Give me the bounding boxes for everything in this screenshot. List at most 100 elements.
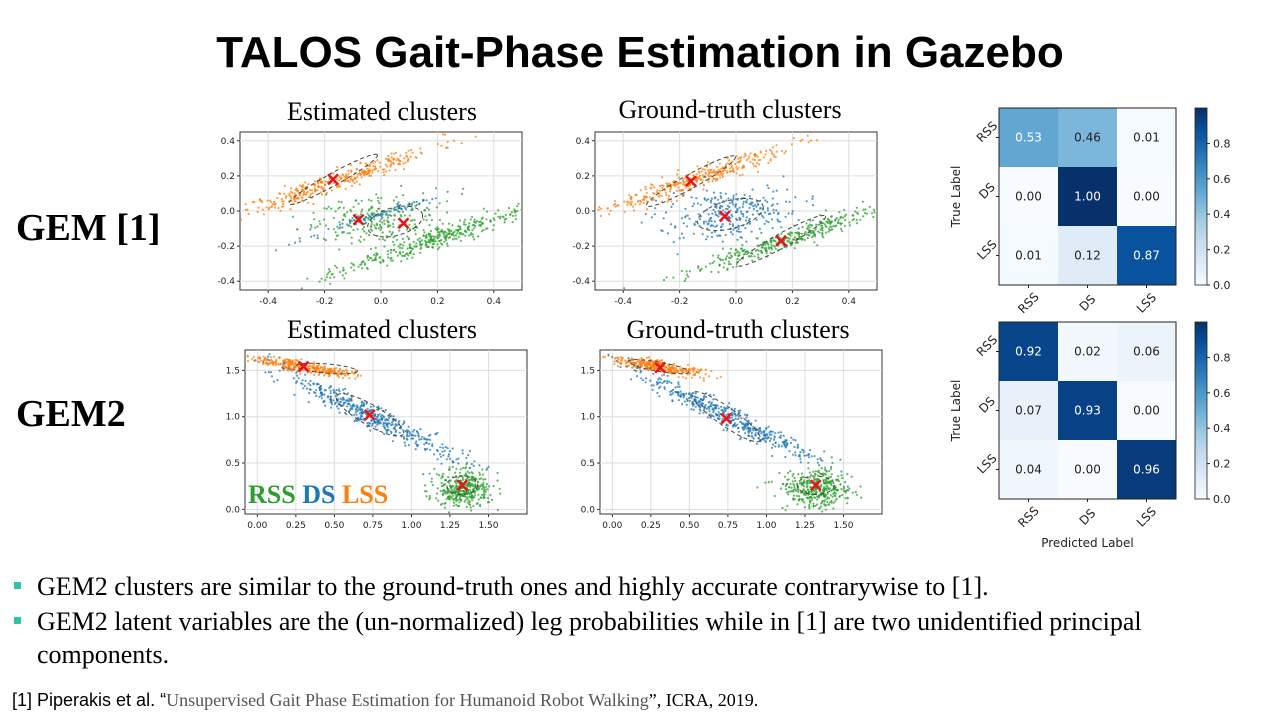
data-point bbox=[742, 215, 745, 218]
data-point bbox=[841, 493, 844, 496]
data-point bbox=[316, 234, 319, 237]
data-point bbox=[412, 434, 415, 437]
heatmap-cell bbox=[1117, 226, 1176, 285]
data-point bbox=[282, 202, 285, 206]
data-point bbox=[334, 401, 337, 404]
data-point bbox=[803, 454, 806, 457]
cell-value: 0.00 bbox=[1133, 190, 1160, 204]
data-point bbox=[835, 497, 838, 501]
data-point bbox=[312, 382, 315, 385]
data-point bbox=[366, 407, 369, 410]
data-point bbox=[702, 411, 705, 414]
data-point bbox=[851, 219, 854, 222]
data-point bbox=[468, 222, 471, 225]
data-point bbox=[764, 153, 767, 156]
data-point bbox=[499, 215, 502, 218]
data-point bbox=[748, 427, 751, 430]
data-point bbox=[694, 372, 697, 375]
bullet-marker bbox=[14, 582, 21, 589]
data-point bbox=[466, 501, 469, 504]
data-point bbox=[626, 200, 629, 203]
data-point bbox=[379, 165, 382, 168]
data-point bbox=[756, 162, 759, 165]
data-point bbox=[819, 458, 822, 461]
data-point bbox=[753, 158, 756, 162]
plot-title-gem2-estimated: Estimated clusters bbox=[287, 315, 477, 344]
data-point bbox=[830, 473, 833, 476]
data-point bbox=[388, 422, 391, 425]
data-point bbox=[455, 467, 458, 470]
data-point bbox=[716, 377, 719, 380]
data-point bbox=[441, 230, 444, 233]
data-point bbox=[297, 377, 300, 380]
heatmap-cell bbox=[999, 108, 1058, 167]
data-point bbox=[690, 396, 693, 400]
data-point bbox=[846, 502, 849, 505]
data-point bbox=[361, 411, 364, 414]
data-point bbox=[301, 383, 304, 386]
data-point bbox=[691, 404, 694, 407]
data-point bbox=[430, 477, 433, 480]
data-point bbox=[806, 237, 809, 240]
data-point bbox=[413, 201, 416, 204]
data-point bbox=[289, 208, 292, 211]
data-point bbox=[644, 377, 647, 380]
data-point bbox=[728, 170, 731, 173]
data-point bbox=[406, 257, 409, 260]
data-point bbox=[725, 163, 728, 166]
data-point bbox=[399, 154, 402, 157]
data-point bbox=[482, 490, 485, 493]
data-point bbox=[666, 200, 669, 203]
data-point bbox=[641, 379, 645, 382]
data-point bbox=[843, 208, 846, 211]
data-point bbox=[822, 236, 825, 239]
data-point bbox=[376, 428, 379, 431]
data-point bbox=[384, 408, 387, 412]
data-point bbox=[688, 399, 692, 402]
data-point bbox=[693, 222, 696, 225]
data-point bbox=[687, 392, 690, 396]
data-point bbox=[765, 220, 768, 223]
data-point bbox=[680, 217, 684, 220]
data-point bbox=[701, 405, 704, 408]
data-point bbox=[307, 201, 310, 204]
data-point bbox=[375, 167, 378, 170]
data-point bbox=[431, 443, 434, 446]
data-point bbox=[811, 195, 814, 198]
data-point bbox=[825, 489, 828, 492]
data-point bbox=[850, 475, 853, 478]
data-point bbox=[414, 229, 417, 232]
data-point bbox=[666, 232, 669, 235]
data-point bbox=[482, 481, 485, 484]
data-point bbox=[748, 195, 751, 198]
data-point bbox=[389, 224, 392, 227]
data-point bbox=[267, 362, 270, 365]
data-point bbox=[398, 162, 401, 165]
data-point bbox=[788, 237, 791, 240]
data-point bbox=[455, 234, 458, 237]
data-point bbox=[787, 493, 790, 496]
data-point bbox=[721, 417, 724, 420]
data-point bbox=[809, 495, 812, 498]
data-point bbox=[719, 234, 722, 237]
data-point bbox=[757, 159, 760, 162]
data-point bbox=[775, 189, 778, 192]
data-point bbox=[798, 495, 801, 498]
data-point bbox=[268, 199, 272, 202]
data-point bbox=[740, 247, 744, 250]
data-point bbox=[780, 247, 784, 250]
data-point bbox=[808, 223, 811, 226]
data-point bbox=[445, 242, 449, 245]
data-point bbox=[432, 243, 435, 246]
data-point bbox=[808, 480, 811, 483]
data-point bbox=[298, 237, 301, 240]
data-point bbox=[378, 256, 381, 259]
data-point bbox=[338, 248, 341, 251]
data-point bbox=[425, 233, 428, 236]
data-point bbox=[341, 274, 344, 277]
data-point bbox=[792, 238, 795, 241]
data-point bbox=[252, 355, 255, 359]
data-point bbox=[257, 357, 260, 360]
data-point bbox=[805, 483, 808, 486]
data-point bbox=[327, 395, 330, 398]
